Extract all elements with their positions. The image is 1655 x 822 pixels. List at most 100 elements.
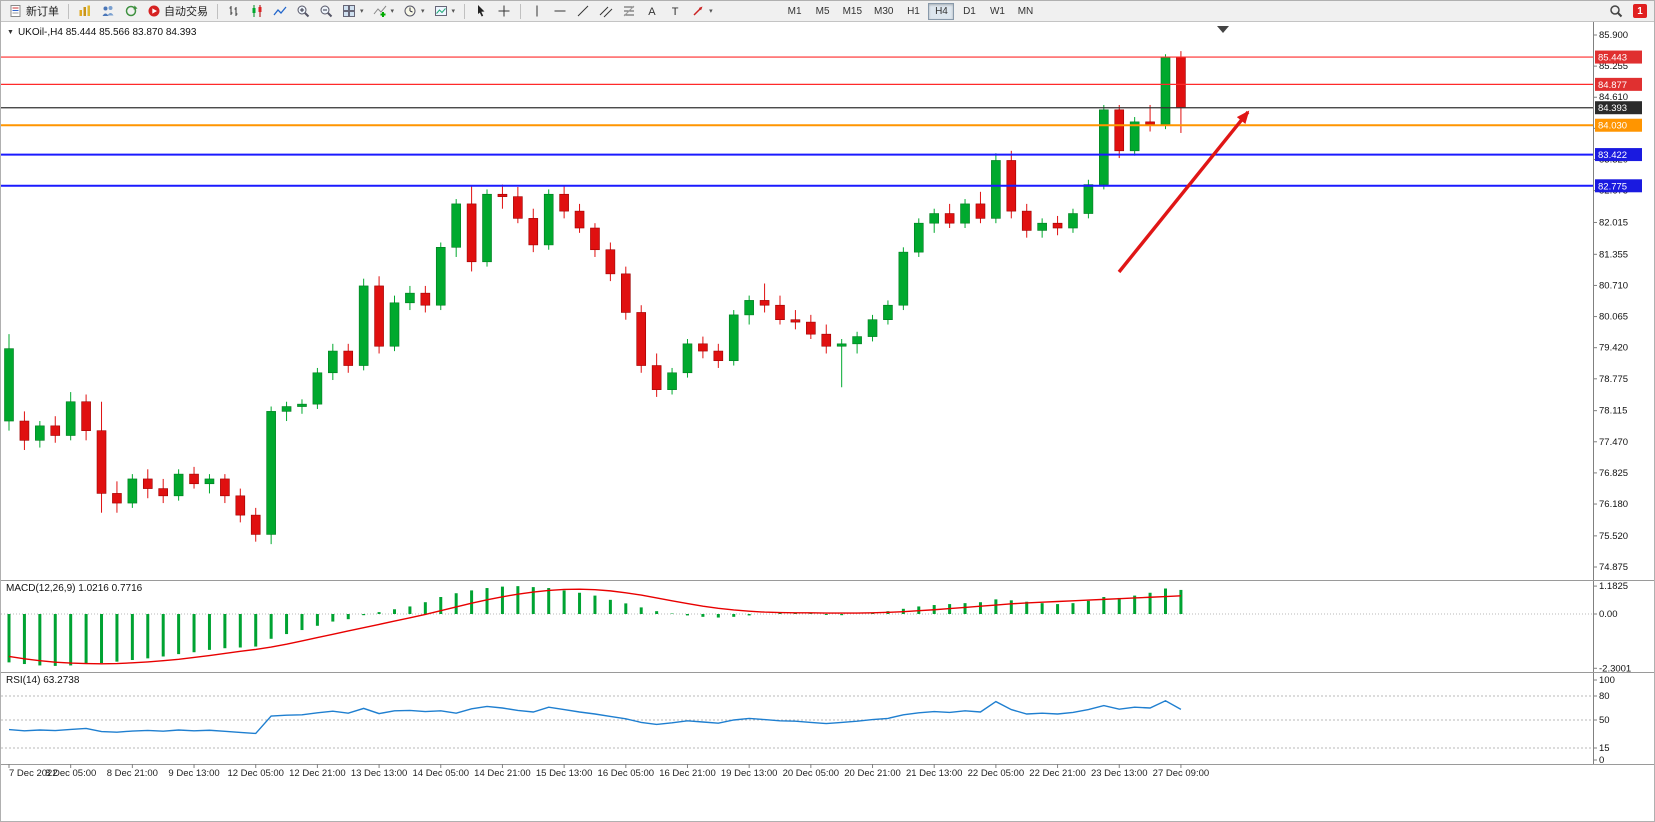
trend-arrow-line[interactable] xyxy=(1117,110,1250,274)
cursor-button[interactable] xyxy=(470,2,492,20)
timeframe-button-h1[interactable]: H1 xyxy=(900,3,926,20)
indicators-button[interactable]: ▾ xyxy=(369,2,399,20)
channel-tool-button[interactable] xyxy=(595,2,617,20)
price-tags-layer: 85.443 84.877 84.393 84.030 83.422 82.775 xyxy=(1595,50,1642,193)
templates-button[interactable]: ▾ xyxy=(430,2,460,20)
candle xyxy=(574,210,585,229)
search-button[interactable] xyxy=(1605,2,1627,20)
svg-text:14 Dec 05:00: 14 Dec 05:00 xyxy=(413,768,470,779)
panel-separators xyxy=(1,22,1654,765)
candle xyxy=(81,401,91,431)
svg-text:78.115: 78.115 xyxy=(1599,406,1627,417)
svg-text:76.180: 76.180 xyxy=(1599,499,1628,510)
arrow-object-icon xyxy=(693,6,703,16)
candle xyxy=(713,350,724,362)
candle xyxy=(142,478,153,489)
timeframe-button-mn[interactable]: MN xyxy=(1012,3,1038,20)
arrows-tool-button[interactable]: ▾ xyxy=(687,2,717,20)
chart-canvas[interactable]: 85.90085.25584.61083.96583.32082.67582.0… xyxy=(1,22,1655,822)
vertical-line-tool-button[interactable] xyxy=(526,2,548,20)
candle xyxy=(543,193,554,246)
autotrading-icon xyxy=(148,5,160,17)
refresh-button[interactable] xyxy=(120,2,142,20)
horizontal-line-icon xyxy=(554,10,566,12)
svg-text:78.775: 78.775 xyxy=(1599,374,1628,385)
zoom-in-button[interactable] xyxy=(292,2,314,20)
vertical-line-icon xyxy=(536,5,538,17)
line-chart-mode-button[interactable] xyxy=(269,2,291,20)
macd-signal-line xyxy=(8,588,1181,665)
candle xyxy=(1160,56,1171,125)
new-order-button[interactable]: 新订单 xyxy=(5,2,63,20)
fibonacci-tool-button[interactable] xyxy=(618,2,640,20)
timeframe-button-d1[interactable]: D1 xyxy=(956,3,982,20)
cursor-icon xyxy=(478,5,485,17)
periods-button[interactable]: ▾ xyxy=(399,2,429,20)
timeframe-button-h4[interactable]: H4 xyxy=(928,2,955,20)
candle xyxy=(1037,222,1047,231)
svg-text:84.030: 84.030 xyxy=(1598,121,1627,132)
candle xyxy=(127,478,138,504)
svg-text:85.255: 85.255 xyxy=(1599,61,1628,72)
svg-text:50: 50 xyxy=(1599,715,1610,726)
trend-arrow[interactable] xyxy=(1117,110,1250,274)
candle xyxy=(913,222,924,253)
candle xyxy=(1068,213,1078,229)
svg-text:8 Dec 05:00: 8 Dec 05:00 xyxy=(45,768,96,779)
candle xyxy=(297,403,307,407)
collapse-triangle-icon[interactable]: ▼ xyxy=(7,29,14,36)
timeframe-button-m30[interactable]: M30 xyxy=(869,3,898,20)
candle xyxy=(235,495,246,516)
zoom-out-button[interactable] xyxy=(315,2,337,20)
svg-text:77.470: 77.470 xyxy=(1599,437,1628,448)
svg-text:85.443: 85.443 xyxy=(1598,53,1627,64)
candlestick-mode-button[interactable] xyxy=(246,2,268,20)
indicators-icon xyxy=(373,5,386,17)
candle xyxy=(482,193,492,263)
svg-text:8 Dec 21:00: 8 Dec 21:00 xyxy=(107,768,158,779)
crosshair-button[interactable] xyxy=(493,2,515,20)
autotrading-label: 自动交易 xyxy=(164,6,208,18)
candle xyxy=(435,247,446,306)
candle xyxy=(112,493,122,504)
chart-shift-marker[interactable] xyxy=(1217,26,1229,33)
candle xyxy=(1099,109,1109,185)
text-tool-button[interactable]: A xyxy=(641,2,663,20)
timeframe-button-m1[interactable]: M1 xyxy=(782,3,808,20)
profiles-button[interactable] xyxy=(97,2,119,20)
candle xyxy=(944,213,955,224)
candle xyxy=(852,336,862,345)
tile-windows-button[interactable]: ▾ xyxy=(338,2,368,20)
horizontal-lines-layer[interactable] xyxy=(1,56,1593,187)
label-tool-button[interactable]: T xyxy=(664,2,686,20)
toolbar-separator xyxy=(217,3,218,19)
market-watch-button[interactable] xyxy=(74,2,96,20)
svg-text:0: 0 xyxy=(1599,755,1604,766)
candle xyxy=(50,425,61,436)
svg-text:12 Dec 21:00: 12 Dec 21:00 xyxy=(289,768,346,779)
price-tag xyxy=(1595,118,1642,132)
candle xyxy=(898,251,909,306)
label-icon: T xyxy=(672,6,679,18)
bar-chart-icon xyxy=(229,6,238,16)
svg-text:16 Dec 21:00: 16 Dec 21:00 xyxy=(659,768,716,779)
candle xyxy=(1021,210,1032,231)
notification-badge[interactable]: 1 xyxy=(1633,4,1647,18)
candle xyxy=(991,160,1001,219)
svg-text:82.775: 82.775 xyxy=(1598,181,1627,192)
svg-text:20 Dec 05:00: 20 Dec 05:00 xyxy=(783,768,840,779)
timeframe-button-m15[interactable]: M15 xyxy=(838,3,867,20)
horizontal-line-tool-button[interactable] xyxy=(549,2,571,20)
trendline-tool-button[interactable] xyxy=(572,2,594,20)
candle xyxy=(667,372,677,390)
candle xyxy=(4,348,14,422)
candle xyxy=(189,473,199,485)
timeframe-button-m5[interactable]: M5 xyxy=(810,3,836,20)
timeframe-button-w1[interactable]: W1 xyxy=(984,3,1010,20)
chevron-down-icon: ▾ xyxy=(451,8,456,15)
bar-chart-mode-button[interactable] xyxy=(223,2,245,20)
candle xyxy=(173,473,184,497)
candle xyxy=(1145,121,1155,125)
candle xyxy=(451,203,461,248)
autotrading-button[interactable]: 自动交易 xyxy=(143,2,212,20)
